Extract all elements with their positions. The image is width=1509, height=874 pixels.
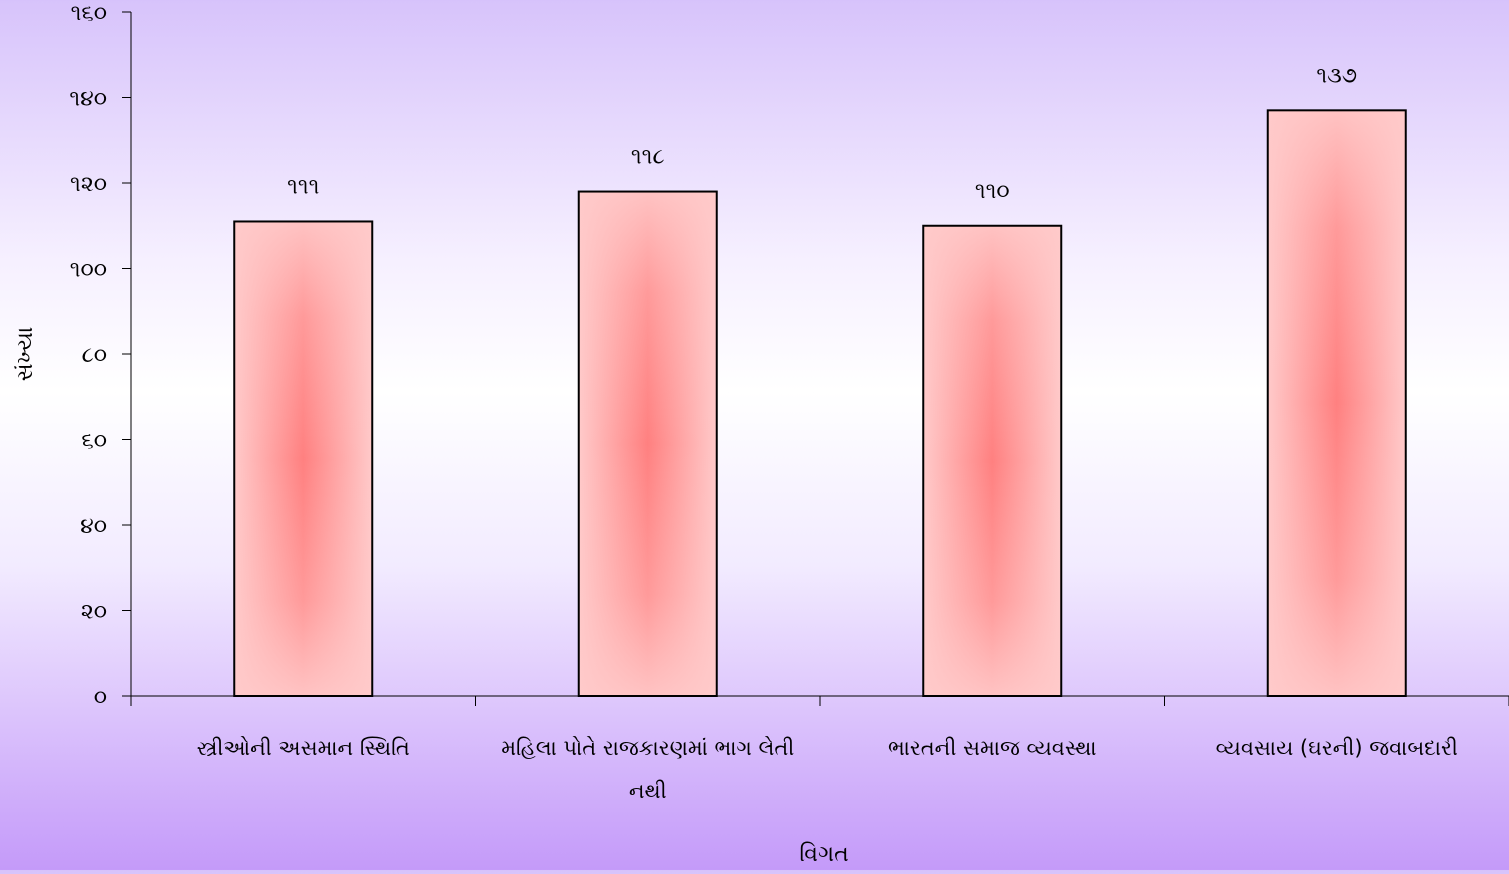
x-category-label: ભારતની સમાજ વ્યવસ્થા <box>888 736 1097 760</box>
x-category-label: મહિલા પોતે રાજકારણમાં ભાગ લેતી <box>501 736 794 760</box>
bar-value-label: ૧૧૧ <box>287 174 319 199</box>
bar-group <box>922 224 1063 697</box>
bar-value-label: ૧૩૭ <box>1316 63 1357 88</box>
y-tick-label: ૧૬૦ <box>71 1 107 26</box>
y-tick-label: ૨૦ <box>81 600 107 625</box>
y-tick-label: ૪૦ <box>80 514 107 539</box>
y-tick-label: ૮૦ <box>82 343 107 368</box>
bar-shade <box>234 221 373 696</box>
bar-outline <box>577 190 718 698</box>
bar-outline <box>233 220 374 697</box>
bar-group <box>233 220 374 697</box>
y-tick-label: ૧૪૦ <box>69 87 107 112</box>
x-axis-title: વિગત <box>799 842 848 867</box>
bar-outline <box>922 224 1063 697</box>
y-tick-label: ૧૨૦ <box>70 172 107 197</box>
x-category-label: નથી <box>629 779 667 803</box>
bar-shade <box>923 225 1062 696</box>
bar-value-label: ૧૧૦ <box>975 179 1010 204</box>
bar-outline <box>1266 109 1407 697</box>
bar-group <box>1266 109 1407 697</box>
x-category-label: સ્ત્રીઓની અસમાન સ્થિતિ <box>197 736 410 760</box>
y-tick-label: ૬૦ <box>81 429 107 454</box>
bars <box>233 109 1407 698</box>
y-tick-label: ૧૦૦ <box>70 258 107 283</box>
bar-group <box>577 190 718 698</box>
labels: ૦ ૨૦ ૪૦ ૬૦ ૮૦ ૧૦૦ ૧૨૦ ૧૪૦ ૧૬૦ ૧૧૧ સ્ત્રીઓની અસમાન … <box>69 1 1458 803</box>
bar-value-label: ૧૧૮ <box>631 145 665 170</box>
y-axis-title: સંખ્યા <box>13 327 38 382</box>
bar-shade <box>578 191 717 697</box>
x-category-label: વ્યવસાય (ઘરની) જવાબદારી <box>1216 736 1458 760</box>
bar-shade <box>1267 110 1406 696</box>
y-tick-label: ૦ <box>94 685 107 710</box>
